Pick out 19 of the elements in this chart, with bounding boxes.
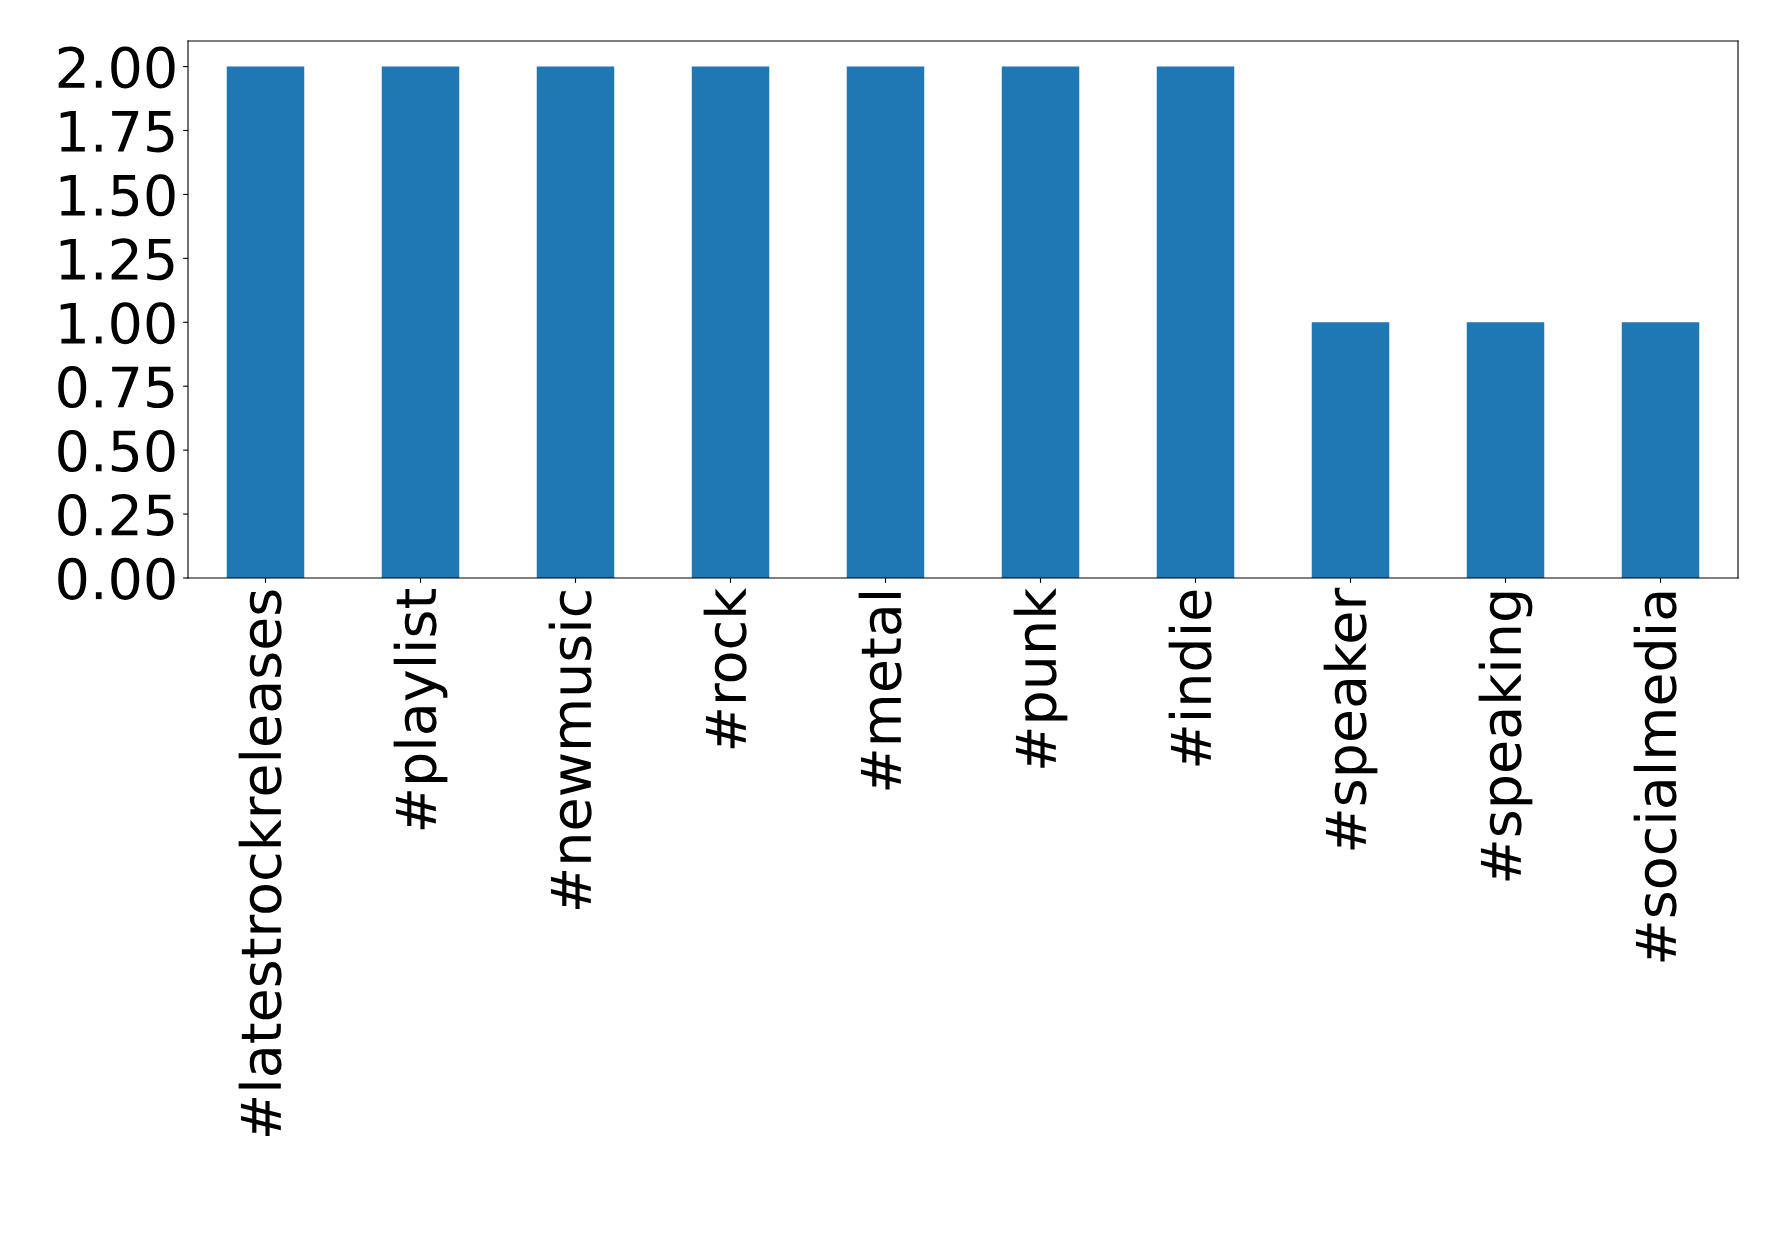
x-tick-label: #speaker [1323,587,1378,850]
y-tick-label: 1.25 [60,238,174,281]
y-tick-label: 1.75 [60,111,174,153]
y-tick-label: 0.75 [58,366,174,409]
x-tick-label: #playlist [393,589,448,830]
y-tick-label: 1.50 [60,174,175,217]
y-tick-label: 0.25 [58,493,174,536]
x-tick-label: #latestrockreleases [238,590,282,1136]
y-tick-label: 2.00 [58,46,175,89]
x-tick-label: #rock [703,587,747,749]
y-tick-label: 1.00 [60,302,175,345]
x-tick-label: #speaking [1478,592,1533,881]
x-tick-label: #newmusic [548,591,592,910]
y-tick-label: 0.00 [58,557,175,600]
x-tick-label: #indie [1168,590,1212,766]
x-tick-label: #punk [1013,587,1068,768]
x-tick-label: #socialmedia [1633,592,1677,962]
y-tick-label: 0.50 [58,430,175,473]
x-tick-label: #metal [858,592,902,790]
